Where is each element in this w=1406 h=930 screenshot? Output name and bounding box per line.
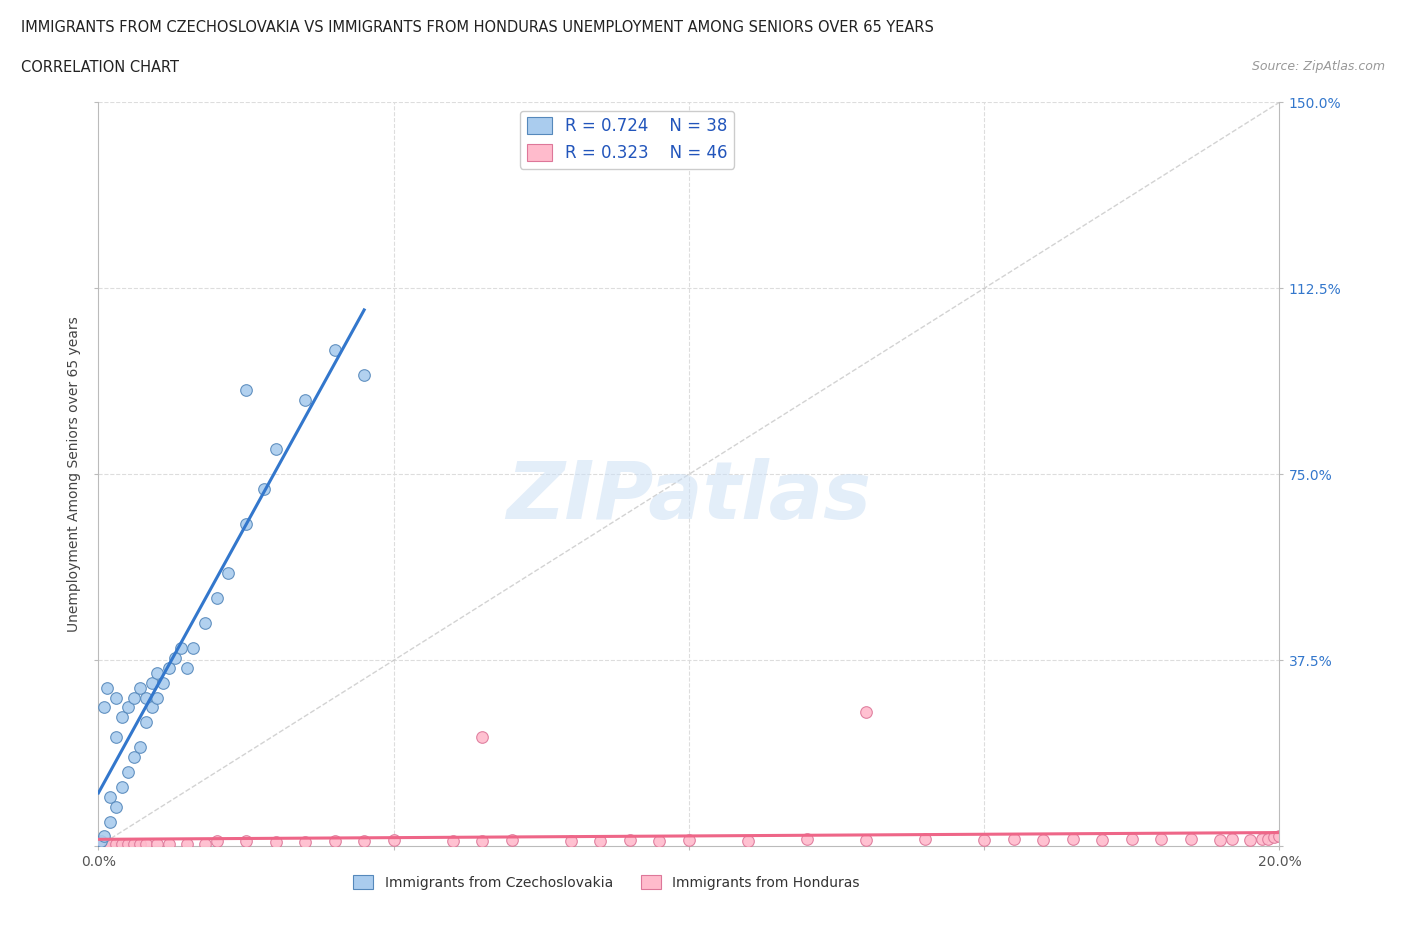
- Text: Source: ZipAtlas.com: Source: ZipAtlas.com: [1251, 60, 1385, 73]
- Point: [98, 836, 121, 851]
- Point: [441, 834, 464, 849]
- Point: [353, 367, 375, 382]
- Point: [135, 836, 157, 851]
- Point: [1121, 831, 1143, 846]
- Point: [141, 700, 163, 715]
- Point: [122, 836, 145, 851]
- Point: [176, 660, 198, 675]
- Point: [135, 690, 157, 705]
- Y-axis label: Unemployment Among Seniors over 65 years: Unemployment Among Seniors over 65 years: [67, 316, 82, 632]
- Point: [1209, 833, 1232, 848]
- Point: [382, 833, 405, 848]
- Point: [1257, 831, 1279, 846]
- Point: [194, 616, 217, 631]
- Point: [105, 730, 128, 745]
- Point: [128, 739, 150, 754]
- Point: [96, 680, 118, 695]
- Text: CORRELATION CHART: CORRELATION CHART: [21, 60, 179, 75]
- Point: [111, 779, 134, 794]
- Point: [93, 700, 115, 715]
- Point: [560, 834, 582, 849]
- Text: ZIPatlas: ZIPatlas: [506, 458, 872, 536]
- Point: [194, 836, 217, 851]
- Point: [117, 764, 139, 779]
- Point: [205, 591, 228, 605]
- Point: [146, 665, 169, 680]
- Point: [353, 834, 375, 849]
- Point: [135, 715, 157, 730]
- Point: [98, 790, 121, 804]
- Point: [973, 833, 995, 848]
- Point: [253, 482, 276, 497]
- Point: [323, 343, 346, 358]
- Point: [619, 833, 641, 848]
- Text: IMMIGRANTS FROM CZECHOSLOVAKIA VS IMMIGRANTS FROM HONDURAS UNEMPLOYMENT AMONG SE: IMMIGRANTS FROM CZECHOSLOVAKIA VS IMMIGR…: [21, 20, 934, 35]
- Point: [93, 836, 115, 851]
- Point: [1062, 831, 1084, 846]
- Point: [1150, 831, 1173, 846]
- Point: [157, 660, 180, 675]
- Point: [264, 442, 287, 457]
- Point: [1220, 831, 1243, 846]
- Point: [678, 833, 700, 848]
- Point: [235, 834, 257, 849]
- Point: [181, 641, 204, 656]
- Point: [1180, 831, 1202, 846]
- Point: [914, 831, 936, 846]
- Point: [1239, 833, 1261, 848]
- Point: [217, 566, 239, 581]
- Point: [855, 705, 877, 720]
- Point: [855, 833, 877, 848]
- Point: [264, 835, 287, 850]
- Point: [157, 836, 180, 851]
- Point: [117, 836, 139, 851]
- Point: [111, 710, 134, 724]
- Point: [93, 829, 115, 844]
- Point: [1250, 831, 1272, 846]
- Point: [122, 690, 145, 705]
- Legend: Immigrants from Czechoslovakia, Immigrants from Honduras: Immigrants from Czechoslovakia, Immigran…: [347, 870, 866, 896]
- Point: [235, 516, 257, 531]
- Point: [205, 834, 228, 849]
- Point: [1091, 833, 1114, 848]
- Point: [105, 836, 128, 851]
- Point: [796, 831, 818, 846]
- Point: [105, 690, 128, 705]
- Point: [141, 675, 163, 690]
- Point: [117, 700, 139, 715]
- Point: [122, 750, 145, 764]
- Point: [152, 675, 174, 690]
- Point: [471, 730, 494, 745]
- Point: [176, 836, 198, 851]
- Point: [146, 836, 169, 851]
- Point: [170, 641, 193, 656]
- Point: [146, 690, 169, 705]
- Point: [501, 833, 523, 848]
- Point: [589, 834, 612, 849]
- Point: [648, 834, 671, 849]
- Point: [294, 392, 316, 407]
- Point: [471, 834, 494, 849]
- Point: [111, 836, 134, 851]
- Point: [323, 834, 346, 849]
- Point: [98, 814, 121, 829]
- Point: [128, 680, 150, 695]
- Point: [1268, 829, 1291, 844]
- Point: [294, 835, 316, 850]
- Point: [165, 650, 187, 665]
- Point: [1002, 831, 1025, 846]
- Point: [105, 799, 128, 814]
- Point: [737, 834, 759, 849]
- Point: [1263, 830, 1285, 844]
- Point: [90, 834, 112, 849]
- Point: [128, 836, 150, 851]
- Point: [235, 382, 257, 397]
- Point: [1032, 833, 1054, 848]
